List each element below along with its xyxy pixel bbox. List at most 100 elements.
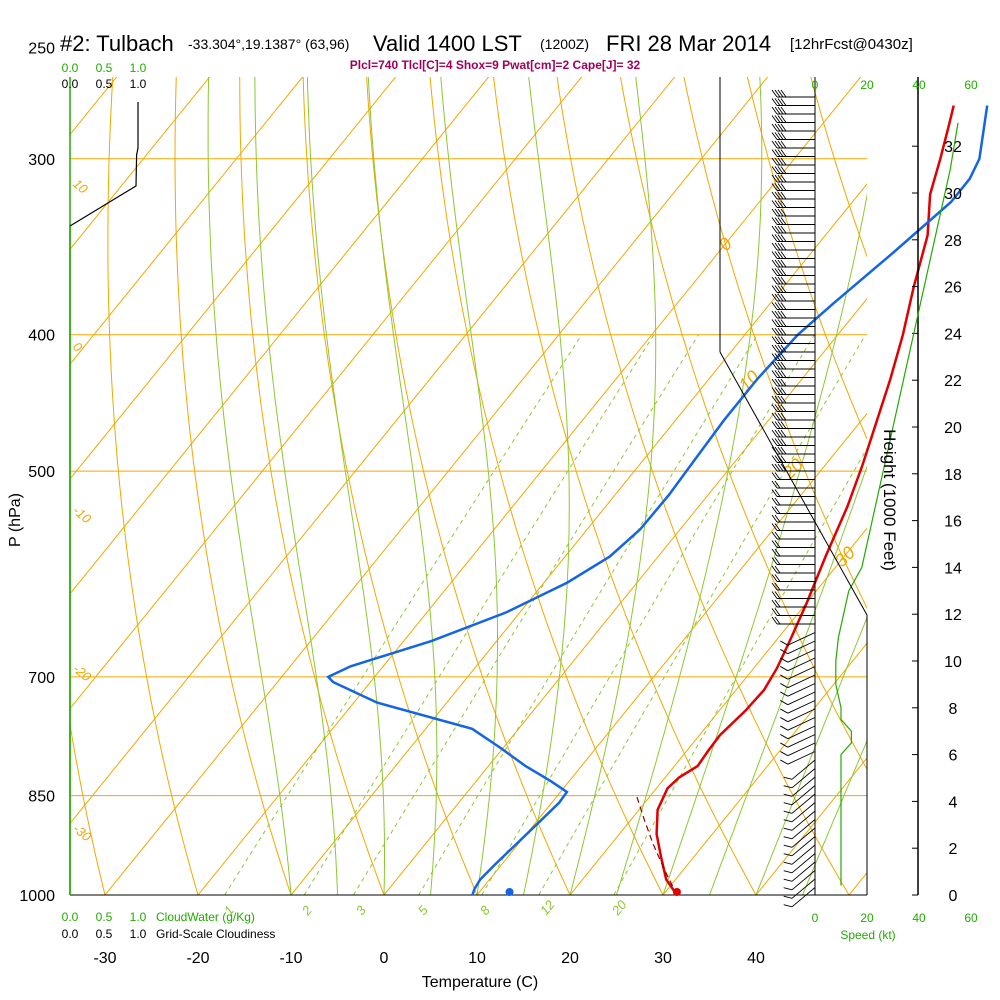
height-tick-label: 28 (944, 233, 962, 250)
wind-barb-feather (777, 251, 784, 259)
height-tick-label: 2 (949, 841, 958, 858)
wind-barb (771, 506, 815, 514)
wind-barb-feather (774, 310, 781, 319)
wind-barb-feather (771, 599, 778, 608)
height-tick-label: 18 (944, 467, 962, 484)
wind-barb-feather (774, 565, 781, 574)
wind-barb-feather (777, 463, 784, 472)
wind-barb-feather (774, 353, 781, 361)
wind-barb (783, 878, 816, 899)
isotherm-line (70, 77, 490, 595)
wind-barb (771, 225, 815, 234)
moist-adiabat-label: 0 (715, 234, 736, 255)
wind-barb-feather (771, 200, 778, 208)
wind-barb-feather (774, 574, 781, 582)
wind-barb-staff (791, 827, 816, 848)
wind-barb-feather (774, 404, 781, 412)
wind-barb-feather (771, 616, 778, 625)
wind-barb (771, 395, 815, 404)
wind-barb (771, 514, 815, 523)
wind-barb (783, 870, 816, 891)
wind-barb (771, 574, 815, 582)
moist-adiabat-line (306, 77, 385, 895)
wind-barb-feather (771, 438, 778, 446)
wind-barb (771, 259, 815, 268)
wind-barb-feather (783, 776, 793, 780)
wind-barb-feather (771, 455, 778, 463)
wind-barb-feather (777, 438, 784, 446)
wind-barb-feather (780, 734, 789, 740)
isotherm-line (197, 77, 862, 895)
wind-barb (771, 557, 815, 565)
wind-barb (783, 759, 816, 780)
wind-barb-feather (774, 446, 781, 455)
valid-time: Valid 1400 LST (373, 31, 522, 56)
p-tick-label: 850 (28, 789, 55, 806)
wind-barb-feather (774, 438, 781, 446)
wind-barb-feather (780, 666, 789, 672)
wind-barb-feather (777, 370, 784, 378)
wind-barb-feather (771, 242, 778, 251)
wind-barb-feather (780, 700, 789, 706)
wind-barb-feather (774, 276, 781, 285)
moist-adiabat-line (254, 77, 338, 895)
wind-barb-feather (774, 132, 781, 140)
chart-header: #2: Tulbach -33.304°,19.1387° (63,96) Va… (60, 31, 913, 72)
wind-barb-feather (777, 353, 784, 361)
dry-adiabat-line (366, 77, 571, 895)
wind-barb-feather (780, 217, 787, 225)
wind-barb-feather (777, 225, 784, 234)
wind-barb-feather (780, 200, 787, 208)
wind-barb-feather (771, 98, 778, 106)
speed-tick-bottom: 60 (964, 911, 978, 925)
wind-barb-feather (774, 191, 781, 200)
wind-barb-feather (783, 844, 793, 848)
moist-adiabat-line (207, 77, 292, 895)
dry-adiabat-line (239, 77, 385, 895)
axes: Temperature (C) P (hPa) Height (1000 Fee… (7, 40, 899, 991)
wind-barb-feather (777, 336, 784, 344)
cloudiness-tick-top: 1.0 (130, 77, 147, 91)
x-tick-label: 0 (380, 950, 389, 967)
wind-barb-feather (780, 751, 789, 757)
wind-barb (780, 751, 816, 765)
wind-barb (771, 599, 815, 608)
dry-adiabat-line (302, 77, 478, 895)
wind-barb (783, 819, 816, 840)
isotherm-line (848, 871, 867, 895)
mixing-ratio-label: 5 (415, 902, 432, 918)
cloudiness-tick-top: 0.5 (96, 77, 113, 91)
wind-barb (780, 725, 816, 740)
wind-barb-staff (787, 666, 816, 680)
cloudwater-label: CloudWater (g/Kg) (156, 910, 255, 924)
wind-barb-feather (783, 904, 793, 908)
isotherm-line (662, 642, 867, 895)
wind-barb-feather (771, 132, 778, 140)
wind-barb-feather (780, 640, 789, 646)
moist-adiabat-line (662, 192, 867, 895)
wind-barb (771, 531, 815, 540)
wind-barb-feather (780, 132, 787, 140)
height-tick-label: 0 (949, 888, 958, 905)
wind-barb-feather (774, 370, 781, 378)
wind-barb-feather (777, 429, 784, 438)
wind-barb-feather (777, 149, 784, 157)
moist-adiabat-line (569, 77, 657, 895)
wind-barb-feather (780, 251, 787, 259)
wind-barb-feather (771, 106, 778, 115)
wind-barb-feather (771, 310, 778, 319)
wind-barb-feather (774, 608, 781, 616)
wind-barb-staff (787, 640, 816, 655)
wind-barb-feather (771, 557, 778, 565)
wind-barb-feather (771, 429, 778, 438)
mixing-ratio-line (538, 334, 867, 895)
wind-barb-feather (780, 234, 787, 242)
wind-barb (771, 251, 815, 259)
isotherm-line (569, 527, 867, 895)
wind-barb-feather (780, 149, 787, 157)
wind-barb-feather (777, 395, 784, 404)
height-tick-label: 26 (944, 280, 962, 297)
wind-barb (771, 293, 815, 302)
wind-barb-feather (771, 353, 778, 361)
